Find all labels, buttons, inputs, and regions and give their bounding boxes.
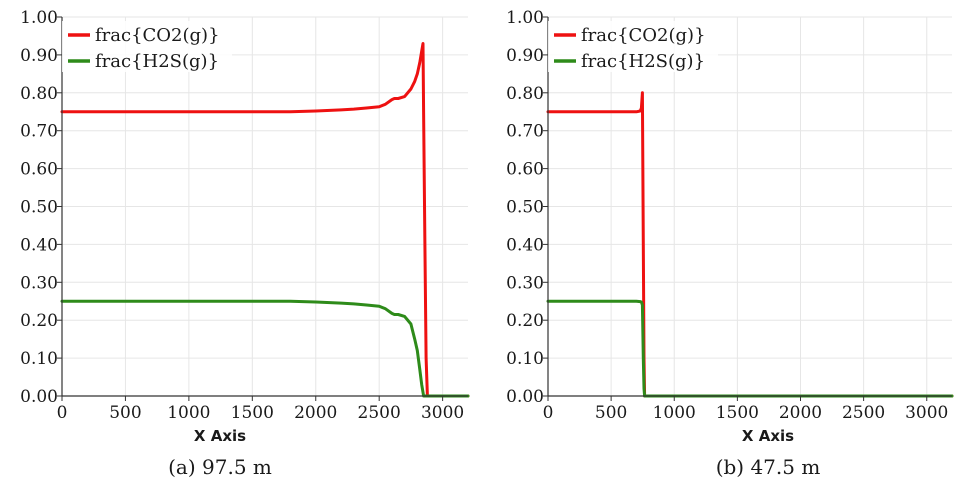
legend-label-co2: frac{CO2(g)} [581, 25, 706, 46]
legend-background [548, 21, 718, 72]
y-tick-label: 1.00 [20, 8, 58, 28]
x-tick-label: 2500 [358, 403, 401, 423]
x-tick-label: 0 [543, 403, 554, 423]
x-tick-label: 500 [595, 403, 627, 423]
x-tick-label: 0 [57, 403, 68, 423]
y-tick-label: 0.90 [506, 46, 544, 66]
y-tick-label: 0.70 [20, 122, 58, 142]
series-line-frac-h2s-g [546, 299, 954, 398]
x-tick-label: 3000 [905, 403, 948, 423]
x-axis-label: X Axis [194, 427, 246, 445]
y-tick-label: 0.90 [20, 46, 58, 66]
legend: frac{CO2(g)} frac{H2S(g)} [548, 21, 718, 72]
y-tick-label: 0.80 [20, 84, 58, 104]
y-tick-label: 0.30 [506, 273, 544, 293]
y-tick-label: 0.80 [506, 84, 544, 104]
x-tick-label: 1000 [653, 403, 696, 423]
legend: frac{CO2(g)} frac{H2S(g)} [62, 21, 232, 72]
panel-caption: (a) 97.5 m [168, 455, 272, 479]
chart-panel-b: 0.00 0.10 0.20 0.30 0.40 0.50 0.60 0.70 0.80 0.90… [506, 8, 954, 479]
series-line-frac-co2-g [60, 42, 470, 398]
grid-lines [547, 16, 952, 397]
y-tick-label: 0.40 [506, 235, 544, 255]
y-tick-labels: 0.00 0.10 0.20 0.30 0.40 0.50 0.60 0.70 0.80 0.90… [506, 8, 544, 407]
chart-panel-a: 0.00 0.10 0.20 0.30 0.40 0.50 0.60 0.70 0.80 0.90… [20, 8, 470, 479]
y-tick-label: 0.40 [20, 235, 58, 255]
y-tick-label: 0.20 [20, 311, 58, 331]
y-tick-label: 0.50 [20, 198, 58, 218]
y-tick-label: 0.30 [20, 273, 58, 293]
panel-caption: (b) 47.5 m [716, 455, 821, 479]
legend-label-h2s: frac{H2S(g)} [581, 51, 705, 72]
x-tick-label: 2000 [294, 403, 337, 423]
y-tick-label: 1.00 [506, 8, 544, 28]
x-tick-label: 3000 [421, 403, 464, 423]
y-tick-label: 0.00 [20, 387, 58, 407]
y-tick-label: 0.10 [506, 349, 544, 369]
x-tick-label: 2000 [779, 403, 822, 423]
y-tick-label: 0.50 [506, 198, 544, 218]
y-tick-label: 0.10 [20, 349, 58, 369]
x-tick-label: 2500 [842, 403, 885, 423]
axes [57, 16, 468, 401]
legend-label-h2s: frac{H2S(g)} [95, 51, 219, 72]
y-tick-labels: 0.00 0.10 0.20 0.30 0.40 0.50 0.60 0.70 0.80 0.90… [20, 8, 58, 407]
x-axis-label: X Axis [742, 427, 794, 445]
series-line-frac-h2s-g [60, 299, 470, 398]
x-tick-label: 1000 [167, 403, 210, 423]
x-tick-label: 500 [109, 403, 141, 423]
axes [543, 16, 952, 401]
x-tick-labels: 0 500 1000 1500 2000 2500 3000 [543, 403, 949, 423]
y-tick-label: 0.60 [506, 160, 544, 180]
y-tick-label: 0.60 [20, 160, 58, 180]
series-lines [60, 42, 470, 398]
legend-background [62, 21, 232, 72]
grid-lines [61, 16, 468, 397]
x-tick-labels: 0 500 1000 1500 2000 2500 3000 [57, 403, 465, 423]
y-tick-label: 0.00 [506, 387, 544, 407]
x-tick-label: 1500 [231, 403, 274, 423]
legend-label-co2: frac{CO2(g)} [95, 25, 220, 46]
x-tick-label: 1500 [716, 403, 759, 423]
y-tick-label: 0.70 [506, 122, 544, 142]
y-tick-label: 0.20 [506, 311, 544, 331]
